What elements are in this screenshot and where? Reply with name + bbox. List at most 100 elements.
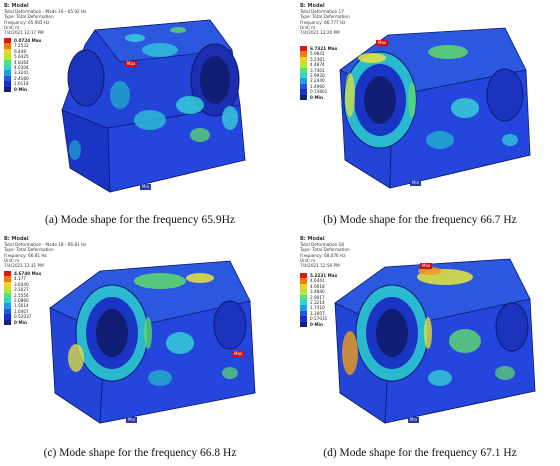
legend-swatch xyxy=(300,321,307,327)
legend-row: 2.2440 xyxy=(300,78,337,84)
header-line: B: Modal xyxy=(300,3,325,9)
header-line: Unit: m xyxy=(300,24,316,30)
legend-swatch xyxy=(4,303,11,309)
legend-row: 2.9920 xyxy=(300,72,337,79)
legend-row: 0 Min xyxy=(4,319,41,325)
header-line: Type: Total Deformation xyxy=(300,14,350,20)
legend-value: 2.0860 xyxy=(14,297,29,303)
legend-swatch xyxy=(4,281,11,288)
legend-row: 0 Min xyxy=(300,94,337,100)
legend-value: 6.448 xyxy=(14,48,26,54)
max-marker: Max xyxy=(420,263,433,269)
deformation-legend: 6.7321 Max 5.9841 5.2361 4.4874 3.7401 2… xyxy=(300,46,337,100)
legend-value: 1.6118 xyxy=(14,81,29,87)
legend-row: 4.6740 Max xyxy=(4,271,42,277)
legend-swatch xyxy=(4,297,11,304)
legend-value: 4.8364 xyxy=(14,59,29,65)
legend-value: 2.4180 xyxy=(14,75,29,81)
legend-swatch xyxy=(300,62,307,68)
header-line: 7/4/2021 12:31 PM xyxy=(4,263,44,269)
legend-swatch xyxy=(4,70,11,76)
header-line: Type: Total Deformation xyxy=(4,247,54,253)
legend-swatch xyxy=(4,308,11,315)
legend-value: 0.52037 xyxy=(14,314,32,320)
legend-value: 2.3214 xyxy=(310,299,325,305)
header-line: Type: Total Deformation xyxy=(4,14,54,20)
header-line: 7/4/2021 12:17 PM xyxy=(4,30,44,36)
legend-value: 5.2361 xyxy=(310,56,325,62)
legend-swatch xyxy=(4,271,11,277)
simulation-header: B: Modal Total Deformation - Mode 18 - 6… xyxy=(4,236,86,269)
legend-value: 2.9920 xyxy=(310,72,325,78)
legend-value: 0.57031 xyxy=(310,316,328,322)
legend-swatch xyxy=(4,64,11,71)
legend-swatch xyxy=(4,75,11,82)
legend-value: 3.2241 xyxy=(14,70,29,76)
legend-swatch xyxy=(4,86,11,92)
legend-row: 3.4840 xyxy=(300,289,337,295)
header-line: Unit: m xyxy=(4,24,20,30)
legend-row: 1.0407 xyxy=(4,308,41,315)
legend-row: 4.6441 xyxy=(300,278,337,284)
legend-value: 0.0724 Max xyxy=(14,38,42,43)
legend-row: 0 Min xyxy=(300,321,337,327)
header-line: B: Modal xyxy=(4,236,29,242)
deformation-legend: 5.2231 Max 4.6441 4.0618 3.4840 2.9017 2… xyxy=(300,273,337,327)
legend-row: 0.0724 Max xyxy=(4,38,42,44)
legend-swatch xyxy=(4,276,11,282)
legend-row: 6.7321 Max xyxy=(300,46,338,52)
legend-row: 3.1627 xyxy=(4,287,41,293)
legend-swatch xyxy=(300,283,307,290)
legend-swatch xyxy=(300,316,307,322)
legend-swatch xyxy=(4,81,11,87)
legend-row: 2.0860 xyxy=(4,297,41,304)
simulation-header: B: Modal Total Deformation 18 Type: Tota… xyxy=(300,236,350,268)
legend-row: 0 Min xyxy=(4,86,41,92)
header-line: Total Deformation 18 xyxy=(300,242,344,248)
legend-swatch xyxy=(300,67,307,73)
header-line: Unit: m xyxy=(4,257,20,263)
fea-model-view xyxy=(61,19,247,193)
legend-value: 1.1607 xyxy=(310,310,325,316)
legend-swatch xyxy=(4,292,11,298)
legend-row: 4.4874 xyxy=(300,62,337,68)
legend-swatch xyxy=(4,54,11,60)
legend-swatch xyxy=(300,289,307,295)
legend-row: 1.5614 xyxy=(4,303,41,309)
legend-value: 4.4874 xyxy=(310,62,325,68)
simulation-header: B: Modal Total Deformation - Mode 16 - 6… xyxy=(4,3,87,36)
legend-swatch xyxy=(4,38,11,44)
legend-value: 4.6740 Max xyxy=(14,271,42,276)
legend-row: 0.74801 xyxy=(300,89,337,95)
legend-value: 2.5556 xyxy=(14,292,29,298)
fea-model-view xyxy=(49,260,257,424)
legend-value: 5.6425 xyxy=(14,54,29,60)
legend-value: 1.4960 xyxy=(310,83,325,89)
legend-value: 5.9841 xyxy=(310,51,325,57)
legend-swatch xyxy=(4,314,11,320)
figure-panel-d: B: Modal Total Deformation 18 Type: Tota… xyxy=(280,233,560,466)
gearbox-housing-model xyxy=(49,260,257,424)
legend-row: 6.448 xyxy=(4,48,41,55)
gearbox-housing-model xyxy=(61,19,247,193)
legend-swatch xyxy=(4,43,11,49)
figure-panel-a: B: Modal Total Deformation - Mode 16 - 6… xyxy=(0,0,280,233)
legend-value: 4.0618 xyxy=(310,283,325,289)
legend-swatch xyxy=(300,94,307,100)
legend-row: 4.0304 xyxy=(4,64,41,71)
legend-swatch xyxy=(300,278,307,284)
legend-value: 6.7321 Max xyxy=(310,46,338,51)
legend-row: 4.177 xyxy=(4,276,41,282)
legend-swatch xyxy=(300,294,307,300)
legend-value: 3.6440 xyxy=(14,281,29,287)
legend-row: 1.6118 xyxy=(4,81,41,87)
legend-swatch xyxy=(300,51,307,57)
legend-row: 5.6425 xyxy=(4,54,41,60)
legend-row: 7.2532 xyxy=(4,43,41,49)
legend-row: 5.2361 xyxy=(300,56,337,63)
legend-row: 4.8364 xyxy=(4,59,41,65)
legend-swatch xyxy=(300,273,307,279)
header-line: 7/4/2021 12:20 PM xyxy=(300,30,340,36)
legend-row: 2.4180 xyxy=(4,75,41,82)
header-line: Total Deformation - Mode 16 - 65.92 Hz xyxy=(4,9,87,15)
